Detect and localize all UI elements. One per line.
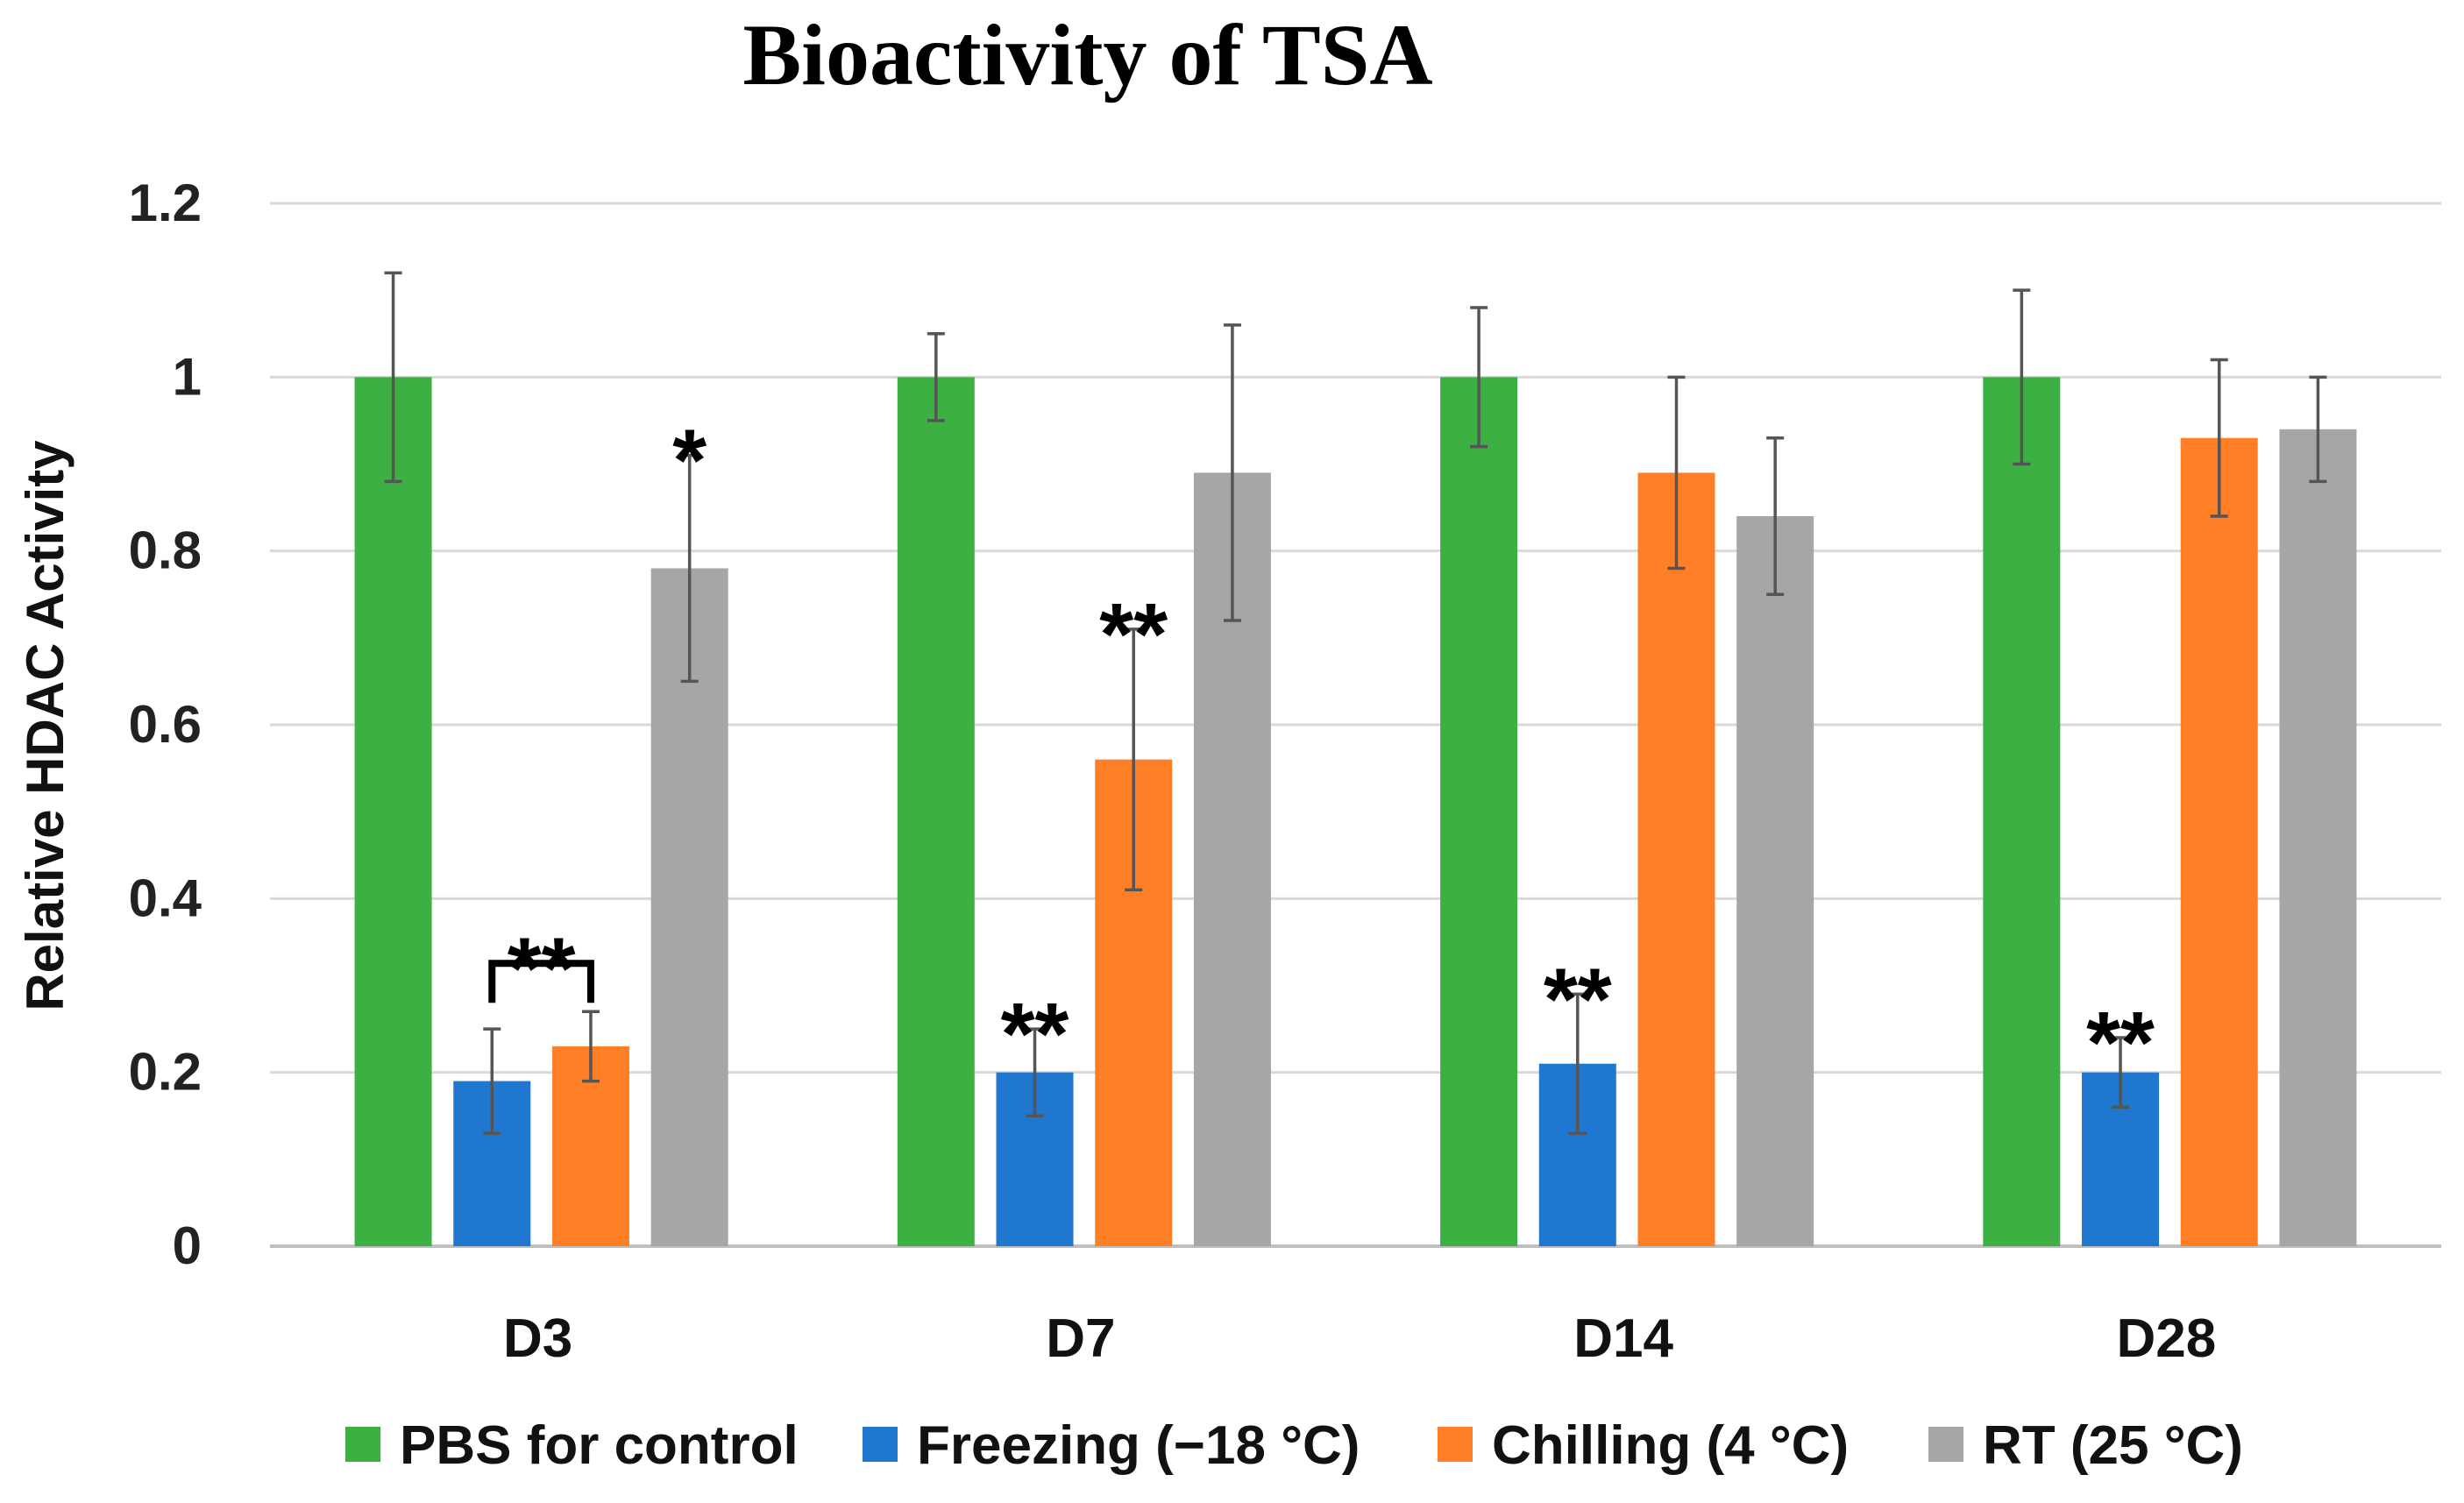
significance-label: ** <box>1544 950 1612 1048</box>
error-bar <box>2112 1036 2130 1110</box>
legend-item: RT (25 °C) <box>1928 1415 2243 1476</box>
significance-label: ** <box>1001 985 1069 1083</box>
chart-title: Bioactivity of TSA <box>742 6 1432 103</box>
x-tick-label: D7 <box>1046 1308 1115 1369</box>
significance-label: ** <box>508 919 576 1017</box>
legend-swatch <box>345 1427 380 1462</box>
error-bar <box>2309 375 2327 484</box>
error-bar <box>1470 306 1488 449</box>
legend-item: Freezing (−18 °C) <box>863 1415 1360 1476</box>
bar <box>1736 516 1814 1246</box>
error-bar <box>2210 358 2228 518</box>
legend-label: Freezing (−18 °C) <box>917 1415 1360 1476</box>
x-tick-label: D28 <box>2117 1308 2217 1369</box>
bar <box>1637 472 1715 1246</box>
bar <box>354 377 432 1246</box>
bar <box>2279 429 2357 1246</box>
y-axis-label: Relative HDAC Activity <box>16 440 75 1011</box>
error-bar <box>927 332 945 422</box>
bar <box>897 377 975 1246</box>
significance-bracket <box>488 960 594 1003</box>
error-bar <box>1667 375 1686 571</box>
error-bar <box>1026 1027 1044 1117</box>
legend-swatch <box>1928 1427 1963 1462</box>
significance-label: ** <box>2086 994 2155 1092</box>
legend-swatch <box>1438 1427 1473 1462</box>
significance-label: ** <box>1099 585 1168 684</box>
x-tick-label: D3 <box>503 1308 572 1369</box>
y-tick-label: 1.2 <box>129 174 202 232</box>
error-bar <box>1125 627 1143 892</box>
error-bar <box>1568 992 1587 1135</box>
legend-label: PBS for control <box>400 1415 799 1476</box>
y-tick-label: 0.4 <box>129 868 202 927</box>
y-tick-label: 0.2 <box>129 1043 202 1102</box>
legend-label: RT (25 °C) <box>1983 1415 2243 1476</box>
significance-label: * <box>672 412 707 510</box>
error-bar <box>483 1027 501 1135</box>
legend-label: Chilling (4 °C) <box>1492 1415 1849 1476</box>
y-tick-label: 0 <box>173 1216 202 1275</box>
error-bar <box>1223 323 1241 622</box>
bar <box>1440 377 1518 1246</box>
y-tick-label: 0.6 <box>129 695 202 754</box>
x-tick-label: D14 <box>1573 1308 1673 1369</box>
legend-item: PBS for control <box>345 1415 799 1476</box>
error-bar <box>1766 436 1785 596</box>
legend-item: Chilling (4 °C) <box>1438 1415 1849 1476</box>
y-tick-label: 1 <box>173 347 202 406</box>
error-bar <box>581 1010 600 1083</box>
error-bar <box>680 453 699 684</box>
bar <box>1983 377 2061 1246</box>
legend-swatch <box>863 1427 898 1462</box>
y-tick-label: 0.8 <box>129 521 202 580</box>
bar <box>2180 437 2258 1246</box>
error-bar <box>384 271 402 484</box>
error-bar <box>2013 288 2031 466</box>
